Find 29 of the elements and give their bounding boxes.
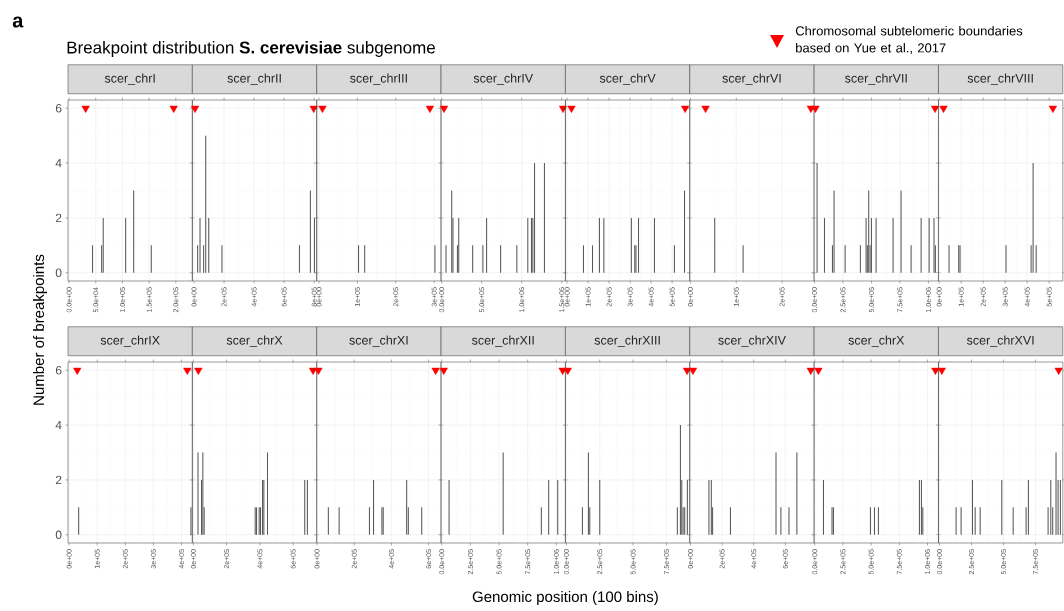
legend-label: Chromosomal subtelomeric boundaries based on Yue et al., 2017: [795, 25, 1023, 55]
text: a: [12, 16, 24, 28]
chart-title: scer_chrVIII: [967, 73, 1033, 86]
chart-title: scer_chrV: [599, 73, 656, 86]
chart-title: scer_chrII: [227, 73, 281, 86]
chart-title: scer_chrVII: [845, 73, 907, 86]
chart-title: scer_chrXIV: [718, 335, 786, 348]
chart-title: scer_chrXII: [471, 335, 534, 348]
y-axis-title: Number of breakpoints: [33, 254, 47, 405]
chart-title: scer_chrIV: [473, 73, 534, 86]
chart-title: scer_chrXVI: [966, 335, 1034, 348]
chart-title: scer_chrI: [104, 73, 155, 86]
chart-title: scer_chrIX: [100, 335, 160, 348]
chart-title: scer_chrX: [226, 335, 283, 348]
chart-title: scer_chrIII: [350, 73, 407, 86]
y-tick-label: 0: [55, 268, 62, 278]
chart-title: scer_chrX: [848, 335, 905, 348]
chart-title: scer_chrXI: [349, 335, 408, 348]
x-axis-title: Genomic position (100 bins): [472, 591, 658, 605]
y-tick-label: 4: [55, 420, 62, 430]
y-tick-label: 4: [55, 158, 62, 168]
y-tick-label: 6: [55, 365, 62, 375]
chart-title: scer_chrXIII: [594, 335, 660, 348]
chart-title: scer_chrVI: [722, 73, 781, 86]
y-tick-label: 0: [55, 530, 62, 540]
y-tick-label: 6: [55, 103, 62, 113]
y-tick-label: 2: [55, 475, 62, 485]
y-tick-label: 2: [55, 213, 62, 223]
text: Breakpoint distribution S. cerevisiae subgenome: [67, 41, 435, 57]
